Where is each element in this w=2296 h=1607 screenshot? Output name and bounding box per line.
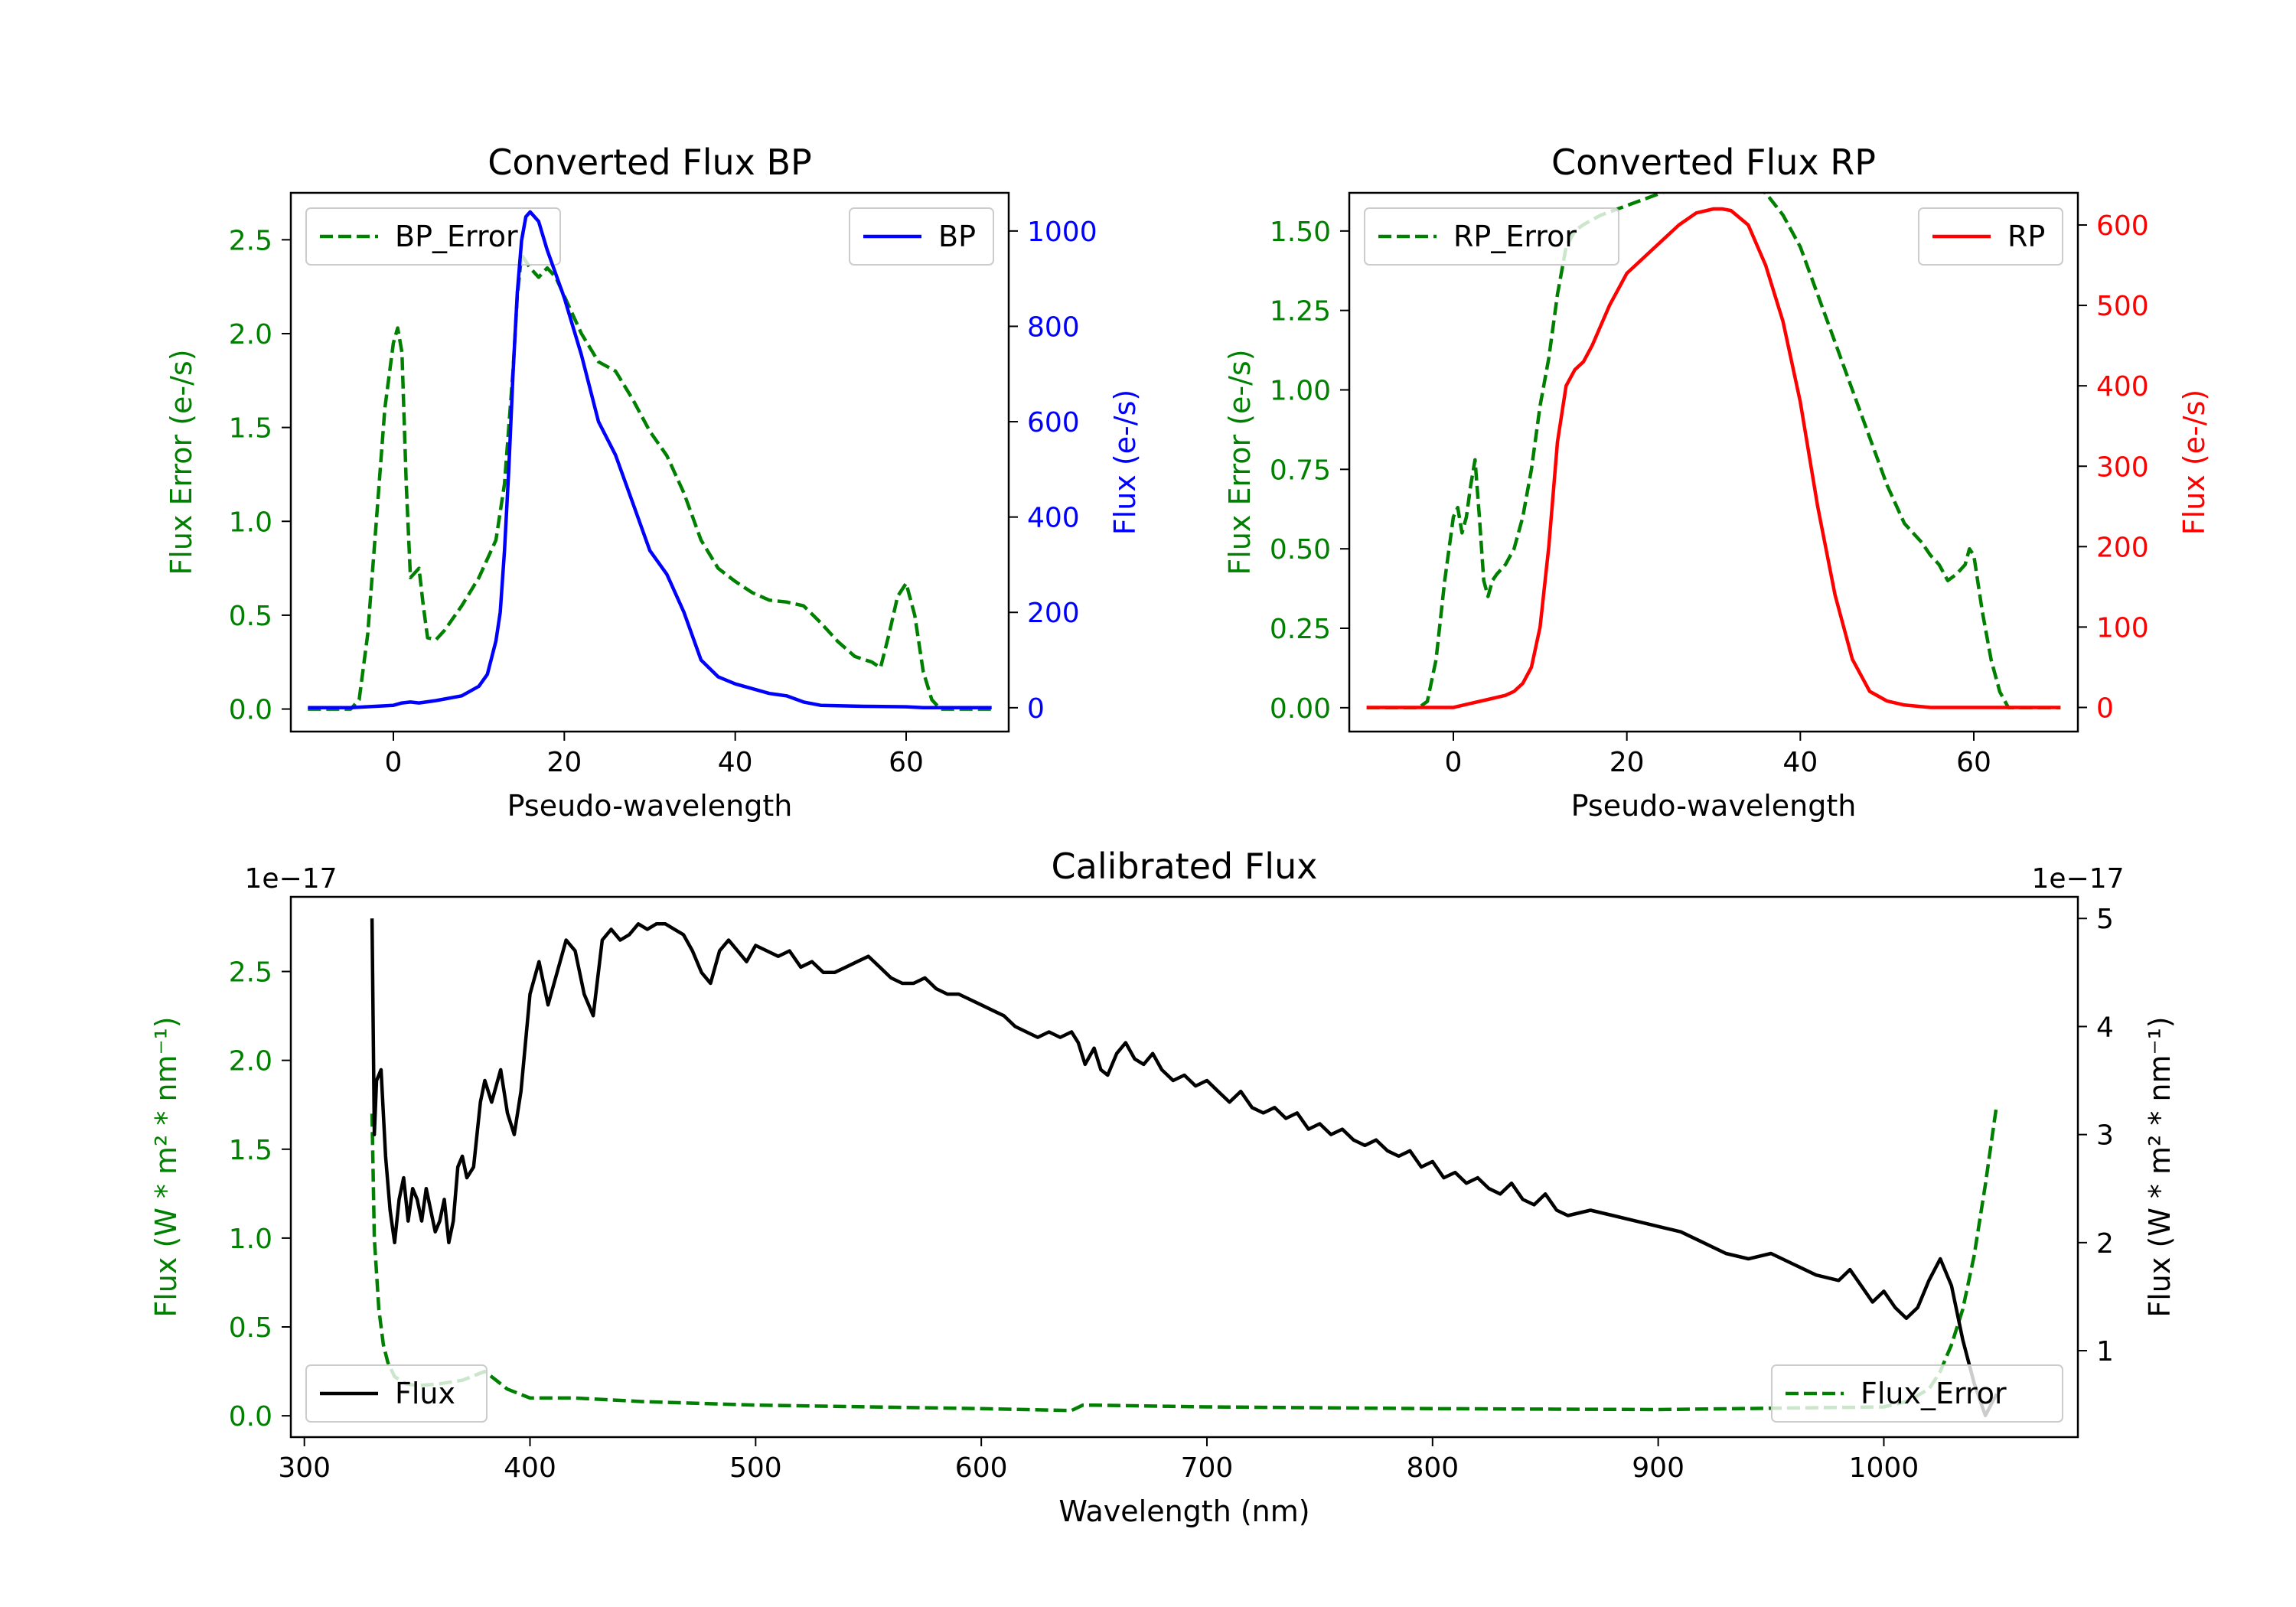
y-tick-label-right: 600 bbox=[2096, 210, 2149, 242]
x-tick-label: 40 bbox=[718, 747, 753, 778]
y-tick-label-left: 2.5 bbox=[229, 225, 272, 256]
chart-bp: Converted Flux BP 0 20 40 60 0.0 0.5 1.0 1.5 2.0 2… bbox=[165, 142, 1142, 823]
legend-label: Flux bbox=[395, 1377, 455, 1410]
x-tick-label: 20 bbox=[1609, 747, 1645, 778]
x-tick-label: 900 bbox=[1632, 1452, 1684, 1484]
x-tick-label: 40 bbox=[1782, 747, 1818, 778]
legend-label: BP_Error bbox=[395, 220, 518, 253]
y-tick-label-left: 1.0 bbox=[229, 1224, 272, 1255]
legend-label: BP bbox=[938, 220, 976, 253]
legend-left: Flux bbox=[305, 1364, 488, 1423]
legend-box bbox=[1364, 207, 1619, 266]
y-tick-label-left: 2.0 bbox=[229, 1046, 272, 1077]
legend-left: RP_Error bbox=[1364, 207, 1619, 266]
legend-box bbox=[1771, 1364, 2063, 1423]
y-tick-label-right: 3 bbox=[2096, 1120, 2114, 1152]
y-axis-label-right: Flux (e-/s) bbox=[2177, 390, 2211, 535]
legend-left: BP_Error bbox=[305, 207, 561, 266]
y-tick-label-left: 0.5 bbox=[229, 601, 272, 632]
x-tick-label: 300 bbox=[278, 1452, 331, 1484]
offset-text-right: 1e−17 bbox=[2031, 863, 2124, 895]
legend-right: Flux_Error bbox=[1771, 1364, 2063, 1423]
y-tick-label-right: 1 bbox=[2096, 1336, 2114, 1367]
y-tick-label-right: 300 bbox=[2096, 451, 2149, 483]
y-axis-label-left: Flux Error (e-/s) bbox=[1223, 349, 1257, 575]
y-tick-label-left: 1.00 bbox=[1270, 376, 1331, 407]
y-tick-label-left: 1.25 bbox=[1270, 296, 1331, 328]
x-tick-label: 20 bbox=[546, 747, 582, 778]
legend-label: RP_Error bbox=[1453, 220, 1577, 253]
y-tick-label-right: 100 bbox=[2096, 612, 2149, 644]
y-tick-label-right: 400 bbox=[1027, 503, 1080, 534]
x-tick-label: 60 bbox=[1956, 747, 1991, 778]
y-tick-label-left: 0.0 bbox=[229, 1401, 272, 1433]
y-tick-label-left: 0.00 bbox=[1270, 693, 1331, 725]
x-axis-label: Pseudo-wavelength bbox=[507, 789, 793, 823]
series-rp-line bbox=[1366, 207, 2061, 709]
chart-title: Converted Flux RP bbox=[1551, 142, 1876, 183]
x-axis-label: Pseudo-wavelength bbox=[1571, 789, 1857, 823]
x-tick-label: 500 bbox=[729, 1452, 782, 1484]
x-axis-label: Wavelength (nm) bbox=[1058, 1495, 1309, 1528]
y-tick-label-right: 800 bbox=[1027, 311, 1080, 343]
y-tick-label-left: 0.5 bbox=[229, 1312, 272, 1344]
series-bp-error-line bbox=[308, 253, 992, 711]
y-tick-label-right: 500 bbox=[2096, 291, 2149, 322]
x-tick-label: 800 bbox=[1406, 1452, 1459, 1484]
y-axis-label-right: Flux (e-/s) bbox=[1108, 390, 1142, 535]
y-tick-label-left: 1.5 bbox=[229, 413, 272, 445]
y-axis-label-left: Flux Error (e-/s) bbox=[165, 349, 198, 575]
y-tick-label-right: 600 bbox=[1027, 407, 1080, 438]
x-tick-label: 1000 bbox=[1849, 1452, 1919, 1484]
y-axis-label-left: Flux (W * m² * nm⁻¹) bbox=[149, 1016, 183, 1317]
y-tick-label-left: 0.75 bbox=[1270, 455, 1331, 486]
legend-right: RP bbox=[1918, 207, 2063, 266]
x-tick-label: 700 bbox=[1181, 1452, 1234, 1484]
legend-label: RP bbox=[2007, 220, 2045, 253]
y-tick-label-right: 4 bbox=[2096, 1012, 2114, 1043]
y-tick-label-right: 2 bbox=[2096, 1228, 2114, 1260]
plot-frame bbox=[1348, 191, 2079, 733]
y-tick-label-left: 2.5 bbox=[229, 957, 272, 989]
y-axis-label-right: Flux (W * m² * nm⁻¹) bbox=[2143, 1016, 2177, 1317]
series-rp-error-line bbox=[1366, 193, 2061, 710]
chart-title: Calibrated Flux bbox=[1052, 846, 1318, 887]
y-tick-label-right: 200 bbox=[2096, 532, 2149, 563]
x-tick-label: 0 bbox=[385, 747, 403, 778]
y-tick-label-right: 0 bbox=[2096, 693, 2114, 724]
offset-text-left: 1e−17 bbox=[244, 863, 337, 895]
legend-box bbox=[305, 1364, 488, 1423]
plot-frame bbox=[289, 191, 1010, 733]
plot-frame bbox=[289, 895, 2079, 1439]
y-tick-label-left: 1.50 bbox=[1270, 217, 1331, 248]
chart-title: Converted Flux BP bbox=[488, 142, 812, 183]
y-tick-label-right: 400 bbox=[2096, 371, 2149, 403]
y-tick-label-left: 0.50 bbox=[1270, 534, 1331, 566]
x-tick-label: 400 bbox=[504, 1452, 556, 1484]
y-tick-label-right: 1000 bbox=[1027, 217, 1097, 248]
x-tick-label: 60 bbox=[889, 747, 924, 778]
y-tick-label-right: 5 bbox=[2096, 904, 2114, 935]
chart-rp: Converted Flux RP 0 20 40 60 0.00 0.25 0.50 0.75… bbox=[1223, 142, 2211, 823]
y-tick-label-left: 1.5 bbox=[229, 1135, 272, 1166]
legend-label: Flux_Error bbox=[1861, 1377, 2007, 1410]
chart-calibrated: Calibrated Flux 300 400 500 600 700 800 900 1000… bbox=[149, 846, 2177, 1528]
y-tick-label-right: 200 bbox=[1027, 598, 1080, 629]
y-tick-label-left: 0.0 bbox=[229, 695, 272, 726]
x-tick-label: 600 bbox=[955, 1452, 1008, 1484]
y-tick-label-right: 0 bbox=[1027, 693, 1045, 725]
legend-right: BP bbox=[849, 207, 994, 266]
y-tick-label-left: 1.0 bbox=[229, 507, 272, 538]
x-tick-label: 0 bbox=[1445, 747, 1463, 778]
legend-box bbox=[305, 207, 561, 266]
y-tick-label-left: 0.25 bbox=[1270, 614, 1331, 645]
y-tick-label-left: 2.0 bbox=[229, 319, 272, 350]
series-bp-line bbox=[308, 210, 992, 710]
series-flux-line bbox=[370, 918, 1998, 1418]
